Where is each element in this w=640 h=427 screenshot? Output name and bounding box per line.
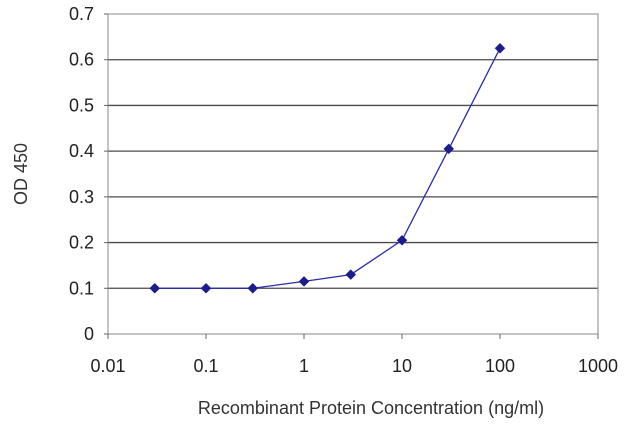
data-series <box>149 42 506 294</box>
x-axis: 0.01 0.1 1 10 100 1000 <box>90 334 618 376</box>
y-tick-label: 0.6 <box>69 50 94 70</box>
grid-lines <box>108 59 598 289</box>
y-tick-label: 0.4 <box>69 141 94 161</box>
plot-area-frame <box>107 13 599 335</box>
data-point-0 <box>149 282 161 294</box>
y-tick-label: 0.2 <box>69 233 94 253</box>
x-tick-label: 1000 <box>578 356 618 376</box>
y-tick-label: 0.5 <box>69 95 94 115</box>
data-point-3 <box>298 276 310 287</box>
series-line-0 <box>154 48 501 289</box>
y-tick-label: 0.3 <box>69 187 94 207</box>
x-tick-label: 10 <box>392 356 412 376</box>
x-tick-label: 0.01 <box>90 356 125 376</box>
data-point-5 <box>396 234 408 246</box>
y-tick-label: 0.7 <box>69 4 94 24</box>
data-point-2 <box>247 282 259 294</box>
y-tick-label: 0.1 <box>69 278 94 298</box>
x-tick-label: 0.1 <box>193 356 218 376</box>
data-point-4 <box>345 269 357 280</box>
data-point-6 <box>443 143 455 155</box>
y-axis-title: OD 450 <box>11 143 31 205</box>
data-point-1 <box>200 282 212 294</box>
y-axis: 0 0.1 0.2 0.3 0.4 0.5 0.6 0.7 <box>69 4 108 344</box>
y-tick-label: 0 <box>84 324 94 344</box>
x-tick-label: 100 <box>485 356 515 376</box>
x-tick-label: 1 <box>299 356 309 376</box>
x-axis-title: Recombinant Protein Concentration (ng/ml… <box>198 398 544 418</box>
data-point-7 <box>494 42 506 54</box>
